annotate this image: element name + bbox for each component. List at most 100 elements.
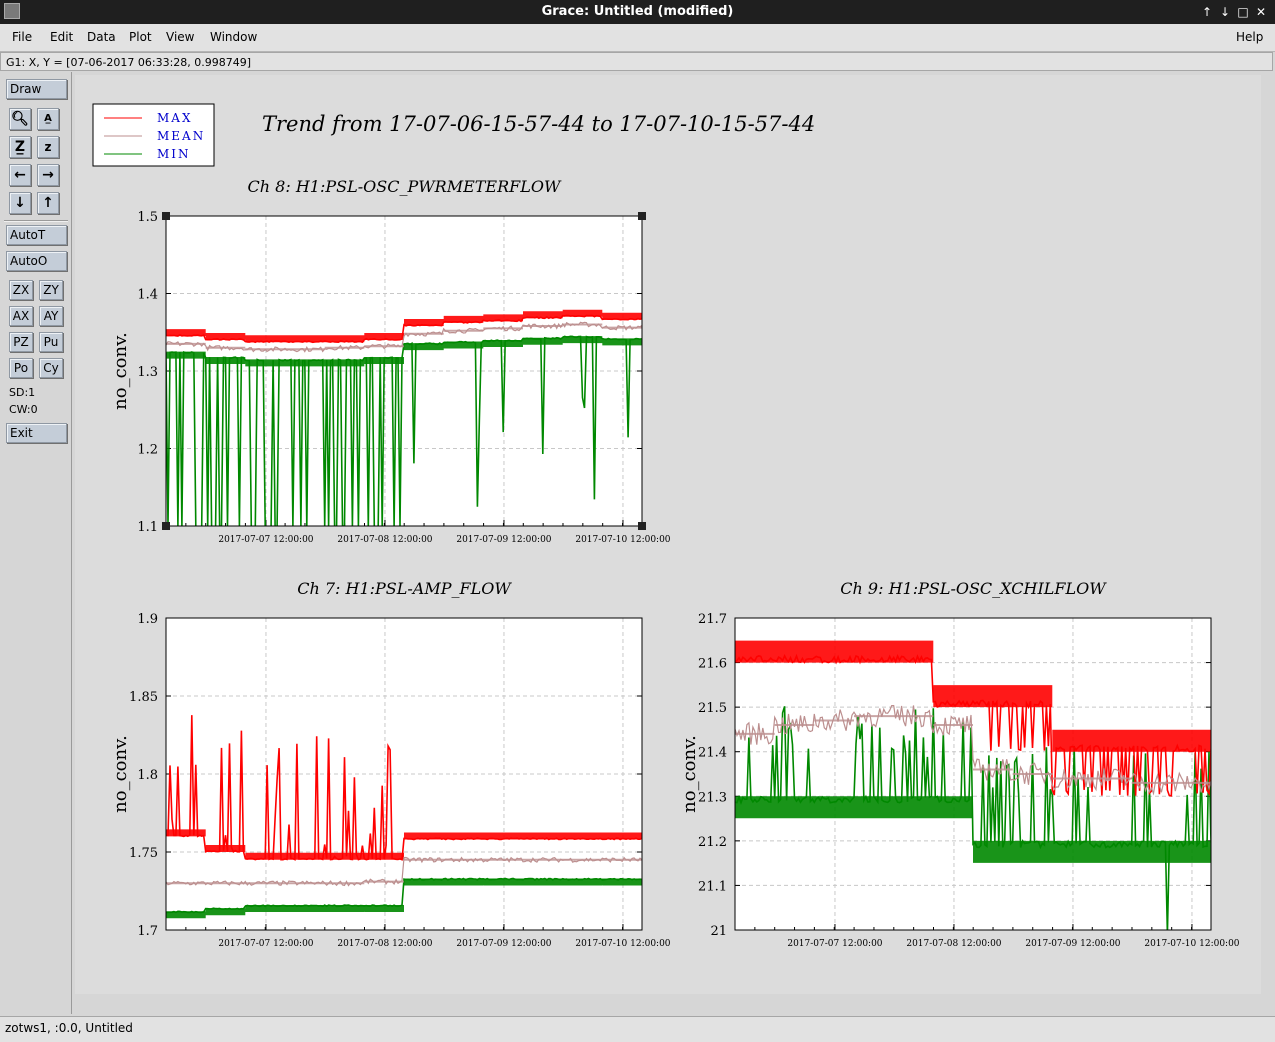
y-tick-label: 1.7	[137, 924, 158, 939]
cy-button[interactable]: Cy	[39, 358, 63, 378]
x-tick-label: 2017-07-10 12:00:00	[575, 535, 670, 545]
y-tick-label: 21.5	[698, 701, 727, 716]
draw-button[interactable]: Draw	[6, 79, 67, 99]
autoo-button[interactable]: AutoO	[6, 251, 67, 271]
status-text: zotws1, :0.0, Untitled	[5, 1021, 133, 1035]
series-band-max	[735, 640, 1211, 752]
menu-help[interactable]: Help	[1236, 30, 1264, 44]
y-tick-label: 1.9	[137, 612, 158, 627]
menu-bar: File Edit Data Plot View Window Help	[0, 24, 1275, 52]
menu-plot[interactable]: Plot	[129, 30, 152, 44]
series-band-max	[166, 309, 642, 343]
zoom-in-icon[interactable]: z	[37, 136, 59, 158]
x-tick-label: 2017-07-07 12:00:00	[218, 535, 313, 545]
ax-button[interactable]: AX	[9, 306, 33, 326]
series-band-mean	[166, 323, 642, 351]
maximize-window-icon[interactable]: □	[1237, 5, 1249, 19]
selection-handle[interactable]	[162, 522, 170, 530]
main-title: Trend from 17-07-06-15-57-44 to 17-07-10…	[262, 112, 815, 136]
status-bar: zotws1, :0.0, Untitled	[0, 1016, 1275, 1042]
y-tick-label: 1.4	[137, 288, 158, 303]
y-tick-label: 21	[710, 924, 727, 939]
selection-handle[interactable]	[162, 212, 170, 220]
menu-file[interactable]: File	[12, 30, 33, 44]
series-band-min	[735, 796, 1211, 863]
toolbar: Draw 🔍︎ A̲ Z̲ z ← → ↓ ↑ AutoT AutoO ZX Z…	[0, 72, 72, 1014]
zoom-icon[interactable]: 🔍︎	[9, 108, 31, 130]
zx-button[interactable]: ZX	[9, 280, 33, 300]
y-tick-label: 1.75	[129, 846, 158, 861]
y-tick-label: 1.1	[137, 520, 158, 535]
locator-bar: G1: X, Y = [07-06-2017 06:33:28, 0.99874…	[0, 52, 1273, 71]
chart-1: 1.1 1.2 1.3 1.4 1.5 2017-07-07 12:00:00 2017-0…	[110, 177, 671, 545]
series-band-max	[166, 829, 642, 860]
y-axis-label: no_conv.	[110, 332, 131, 410]
raise-window-icon[interactable]: ↑	[1201, 5, 1213, 19]
arrow-up-icon[interactable]: ↑	[37, 192, 59, 214]
y-tick-label: 21.6	[698, 657, 727, 672]
y-tick-label: 1.85	[129, 690, 158, 705]
x-tick-label: 2017-07-08 12:00:00	[337, 535, 432, 545]
legend-min-label: MIN	[157, 147, 191, 161]
x-tick-label: 2017-07-08 12:00:00	[906, 939, 1001, 949]
po-button[interactable]: Po	[9, 358, 33, 378]
plot-area[interactable]	[735, 618, 1211, 930]
arrow-right-icon[interactable]: →	[37, 164, 59, 186]
series-band-mean	[166, 858, 642, 885]
toolbar-divider	[4, 220, 68, 222]
plot-frame	[165, 617, 643, 931]
legend-max-label: MAX	[157, 111, 193, 125]
selection-handle[interactable]	[638, 212, 646, 220]
zy-button[interactable]: ZY	[39, 280, 63, 300]
x-tick-label: 2017-07-08 12:00:00	[337, 939, 432, 949]
selection-handle[interactable]	[638, 522, 646, 530]
x-tick-label: 2017-07-10 12:00:00	[1144, 939, 1239, 949]
minimize-window-icon[interactable]: ↓	[1219, 5, 1231, 19]
app-icon[interactable]	[4, 3, 20, 19]
series-band-min	[166, 878, 642, 919]
exit-button[interactable]: Exit	[6, 423, 67, 443]
y-tick-label: 1.8	[137, 768, 158, 783]
y-tick-label: 21.2	[698, 835, 727, 850]
menu-view[interactable]: View	[166, 30, 195, 44]
y-tick-label: 21.7	[698, 612, 727, 627]
arrow-left-icon[interactable]: ←	[9, 164, 31, 186]
chart-3: 21 21.1 21.2 21.3 21.4 21.5 21.6 21.7 2017-07-07…	[679, 579, 1240, 949]
series-band-mean	[735, 715, 1211, 784]
x-tick-label: 2017-07-10 12:00:00	[575, 939, 670, 949]
menu-window[interactable]: Window	[210, 30, 258, 44]
autot-button[interactable]: AutoT	[6, 225, 67, 245]
close-window-icon[interactable]: ✕	[1255, 5, 1267, 19]
x-tick-label: 2017-07-07 12:00:00	[787, 939, 882, 949]
menu-data[interactable]: Data	[87, 30, 116, 44]
chart-title: Ch 9: H1:PSL-OSC_XCHILFLOW	[840, 579, 1107, 598]
pz-button[interactable]: PZ	[9, 332, 33, 352]
x-tick-label: 2017-07-07 12:00:00	[218, 939, 313, 949]
legend: MAX MEAN MIN	[92, 103, 215, 167]
title-bar: Grace: Untitled (modified) ↑ ↓ □ ✕	[0, 0, 1275, 24]
y-tick-label: 21.4	[698, 746, 727, 761]
sd-label: SD:1	[9, 386, 36, 399]
ay-button[interactable]: AY	[39, 306, 63, 326]
x-tick-label: 2017-07-09 12:00:00	[456, 939, 551, 949]
chart-title: Ch 7: H1:PSL-AMP_FLOW	[297, 579, 512, 598]
y-axis-label: no_conv.	[679, 735, 700, 813]
menu-edit[interactable]: Edit	[50, 30, 74, 44]
y-tick-label: 1.5	[137, 210, 158, 225]
window-title: Grace: Untitled (modified)	[541, 4, 734, 19]
text-tool-icon[interactable]: A̲	[37, 108, 59, 130]
y-tick-label: 1.3	[137, 365, 158, 380]
arrow-down-icon[interactable]: ↓	[9, 192, 31, 214]
legend-box	[92, 103, 215, 167]
chart-2: 1.7 1.75 1.8 1.85 1.9 2017-07-07 12:00:00 2017…	[110, 579, 671, 949]
plot-svg: MAX MEAN MIN Trend from 17-07-06-15-57-4…	[92, 103, 1240, 949]
plot-canvas[interactable]: MAX MEAN MIN Trend from 17-07-06-15-57-4…	[75, 75, 1261, 994]
y-axis-label: no_conv.	[110, 735, 131, 813]
cw-label: CW:0	[9, 403, 38, 416]
x-tick-label: 2017-07-09 12:00:00	[1025, 939, 1120, 949]
pu-button[interactable]: Pu	[39, 332, 63, 352]
y-tick-label: 21.3	[698, 790, 727, 805]
y-tick-label: 1.2	[137, 443, 158, 458]
zoom-out-icon[interactable]: Z̲	[9, 136, 31, 158]
plot-frame	[165, 215, 643, 527]
